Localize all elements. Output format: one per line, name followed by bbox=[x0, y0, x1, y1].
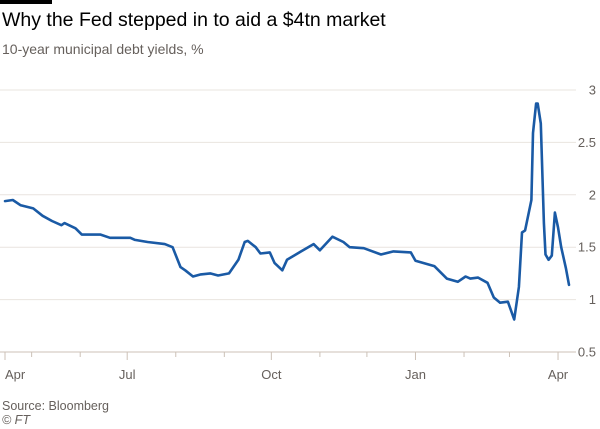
x-tick-label: Jan bbox=[405, 367, 426, 382]
y-tick-label: 2.5 bbox=[578, 135, 596, 150]
y-tick-label: 1 bbox=[589, 292, 596, 307]
ft-title-bar bbox=[0, 0, 52, 4]
series-layer bbox=[3, 102, 571, 321]
chart-subtitle: 10-year municipal debt yields, % bbox=[2, 41, 204, 57]
x-tick-label: Oct bbox=[261, 367, 282, 382]
copyright-credit: © FT bbox=[2, 413, 30, 427]
y-tick-label: 3 bbox=[589, 83, 596, 98]
x-tick-label: Apr bbox=[548, 367, 569, 382]
y-tick-label: 0.5 bbox=[578, 345, 596, 360]
source-note: Source: Bloomberg bbox=[2, 399, 110, 413]
yield-line bbox=[3, 102, 571, 321]
y-tick-label: 2 bbox=[589, 187, 596, 202]
x-tick-label: Jul bbox=[119, 367, 136, 382]
chart-title: Why the Fed stepped in to aid a $4tn mar… bbox=[2, 9, 386, 31]
y-axis: 0.5 1 1.5 2 2.5 3 bbox=[578, 83, 596, 360]
x-axis: Apr Jul Oct Jan Apr bbox=[4, 352, 569, 382]
gridlines bbox=[0, 89, 576, 353]
x-tick-label: Apr bbox=[5, 367, 26, 382]
y-tick-label: 1.5 bbox=[578, 240, 596, 255]
